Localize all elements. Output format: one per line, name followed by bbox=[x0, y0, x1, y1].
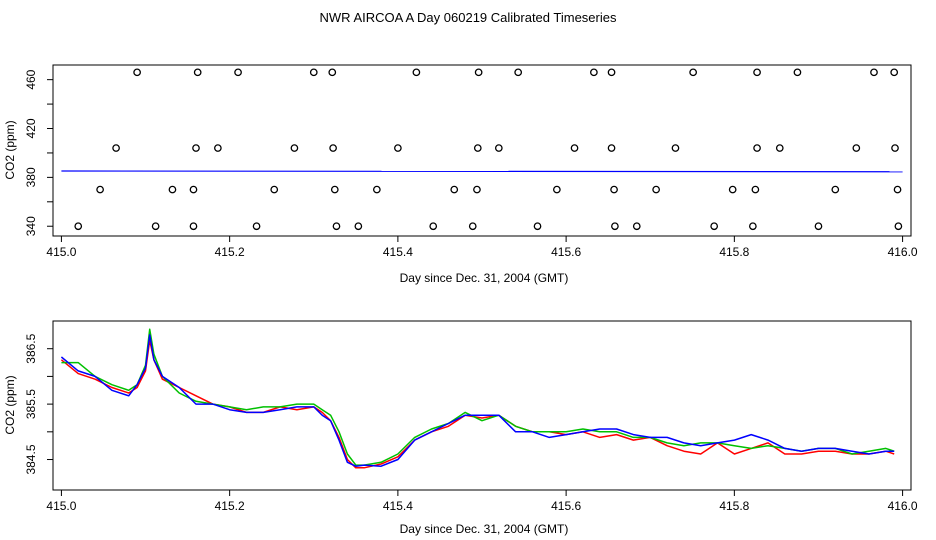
raw-point bbox=[429, 222, 438, 231]
raw-point bbox=[533, 222, 542, 231]
x-tick-label: 415.2 bbox=[215, 245, 245, 259]
y-tick-label: 340 bbox=[24, 216, 38, 236]
raw-point bbox=[514, 68, 523, 77]
raw-point bbox=[710, 222, 719, 231]
calibrated-line-panel: 415.0 415.2 415.4 415.6 415.8 416.0 384.5 385.… bbox=[3, 320, 918, 536]
raw-point bbox=[793, 68, 802, 77]
raw-point bbox=[252, 222, 261, 231]
raw-point bbox=[394, 144, 402, 152]
raw-point bbox=[234, 68, 242, 77]
raw-point bbox=[893, 185, 902, 194]
y-tick-label: 460 bbox=[24, 69, 38, 89]
y-tick-label: 384.5 bbox=[24, 444, 38, 474]
raw-point bbox=[852, 144, 861, 152]
raw-point bbox=[570, 144, 579, 152]
raw-point bbox=[473, 185, 481, 194]
raw-point bbox=[189, 185, 198, 194]
raw-point bbox=[412, 68, 421, 77]
raw-y-axis-label: CO2 (ppm) bbox=[3, 120, 17, 179]
raw-scatter-panel: 415.0 415.2 415.4 415.6 415.8 416.0 340 380 420… bbox=[3, 64, 918, 285]
y-tick-label: 385.5 bbox=[24, 389, 38, 419]
raw-point bbox=[373, 185, 381, 194]
x-tick-label: 415.2 bbox=[215, 499, 245, 513]
raw-point bbox=[468, 222, 477, 231]
raw-point bbox=[168, 185, 177, 194]
raw-point bbox=[354, 222, 363, 231]
raw-x-ticks: 415.0 415.2 415.4 415.6 415.8 416.0 bbox=[46, 236, 918, 259]
calibrated-x-axis-label: Day since Dec. 31, 2004 (GMT) bbox=[400, 522, 569, 536]
raw-point bbox=[590, 68, 598, 77]
x-tick-label: 416.0 bbox=[888, 245, 918, 259]
raw-point bbox=[332, 222, 341, 231]
calibrated-y-ticks: 384.5 385.5 386.5 bbox=[24, 333, 53, 475]
x-tick-label: 415.0 bbox=[46, 499, 76, 513]
calibrated-x-ticks: 415.0 415.2 415.4 415.6 415.8 416.0 bbox=[46, 490, 918, 513]
raw-point bbox=[494, 144, 503, 152]
raw-point bbox=[290, 144, 299, 152]
raw-point bbox=[328, 68, 337, 77]
raw-point bbox=[309, 68, 318, 77]
x-tick-label: 415.8 bbox=[719, 245, 749, 259]
raw-point bbox=[870, 68, 878, 77]
raw-point bbox=[753, 68, 761, 77]
raw-point bbox=[610, 185, 618, 194]
raw-point bbox=[133, 68, 141, 77]
raw-point bbox=[607, 144, 616, 152]
raw-point bbox=[270, 185, 279, 194]
y-tick-label: 420 bbox=[24, 118, 38, 138]
x-tick-label: 415.8 bbox=[719, 499, 749, 513]
x-tick-label: 415.6 bbox=[551, 245, 581, 259]
raw-point bbox=[473, 144, 482, 152]
x-tick-label: 415.4 bbox=[383, 245, 413, 259]
raw-point bbox=[671, 144, 680, 152]
raw-baseline-series bbox=[61, 170, 903, 173]
raw-point bbox=[607, 68, 616, 77]
x-tick-label: 415.4 bbox=[383, 499, 413, 513]
raw-point bbox=[329, 144, 337, 152]
raw-y-ticks: 340 380 420 460 bbox=[24, 69, 53, 236]
chart-title: NWR AIRCOA A Day 060219 Calibrated Times… bbox=[320, 10, 617, 25]
raw-point bbox=[831, 185, 840, 194]
raw-point bbox=[814, 222, 823, 231]
x-tick-label: 416.0 bbox=[888, 499, 918, 513]
calibrated-data-layer bbox=[60, 328, 895, 469]
raw-point bbox=[151, 222, 160, 231]
raw-point bbox=[749, 222, 757, 231]
raw-x-axis-label: Day since Dec. 31, 2004 (GMT) bbox=[400, 271, 569, 285]
raw-point bbox=[632, 222, 641, 231]
raw-point bbox=[652, 185, 660, 194]
raw-point bbox=[96, 185, 104, 194]
series-line-green bbox=[61, 328, 895, 466]
raw-data-layer bbox=[61, 68, 903, 231]
raw-point bbox=[112, 144, 120, 152]
raw-point bbox=[214, 144, 222, 152]
raw-point bbox=[192, 144, 200, 152]
calibrated-plot-frame bbox=[52, 320, 912, 491]
raw-point bbox=[894, 222, 903, 231]
series-line-blue bbox=[60, 334, 895, 467]
raw-point bbox=[330, 185, 339, 194]
raw-point bbox=[751, 185, 760, 194]
calibrated-y-axis-label: CO2 (ppm) bbox=[3, 375, 17, 434]
raw-point bbox=[728, 185, 737, 194]
raw-point bbox=[611, 222, 619, 231]
raw-point bbox=[450, 185, 459, 194]
series-line-red bbox=[60, 339, 895, 469]
y-tick-label: 386.5 bbox=[24, 333, 38, 363]
raw-point bbox=[753, 144, 761, 152]
raw-point bbox=[74, 222, 83, 231]
raw-point bbox=[474, 68, 483, 77]
raw-point bbox=[189, 222, 198, 231]
raw-point bbox=[775, 144, 784, 152]
raw-point bbox=[689, 68, 697, 77]
raw-point bbox=[891, 144, 899, 152]
raw-point bbox=[553, 185, 561, 194]
raw-point bbox=[890, 68, 899, 77]
raw-point bbox=[193, 68, 202, 77]
y-tick-label: 380 bbox=[24, 167, 38, 187]
x-tick-label: 415.6 bbox=[551, 499, 581, 513]
x-tick-label: 415.0 bbox=[46, 245, 76, 259]
raw-plot-frame bbox=[52, 64, 912, 237]
